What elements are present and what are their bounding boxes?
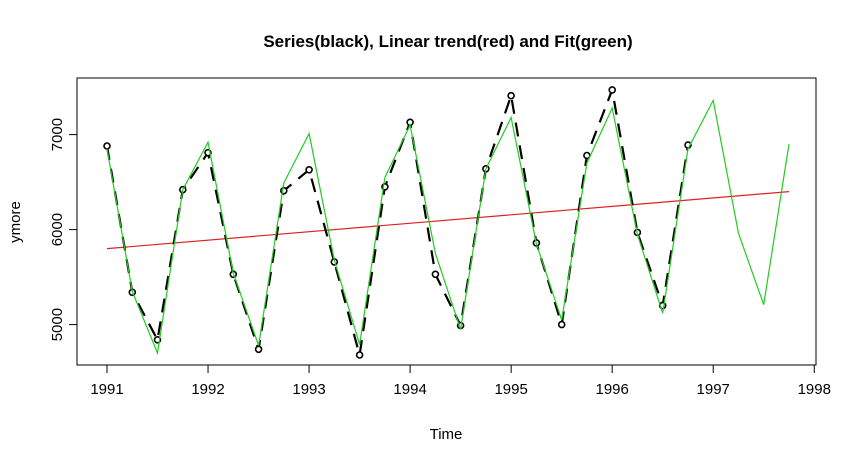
series-point xyxy=(254,345,263,354)
series-point xyxy=(305,166,313,174)
chart-title: Series(black), Linear trend(red) and Fit… xyxy=(263,32,632,51)
series-line-black xyxy=(105,85,690,356)
series-point xyxy=(608,86,617,94)
series-point xyxy=(431,270,440,279)
trend-line-red xyxy=(106,191,790,250)
series-point xyxy=(507,91,515,100)
y-tick-label: 7000 xyxy=(49,118,66,151)
x-axis-label: Time xyxy=(430,426,463,443)
y-tick-label: 6000 xyxy=(49,213,66,246)
axis-layer: 1991 1992 1993 1994 1995 1996 1997 1998 5000 6000… xyxy=(49,118,831,398)
x-tick-label: 1995 xyxy=(494,381,527,398)
x-tick-label: 1992 xyxy=(191,381,224,398)
series-point xyxy=(103,142,111,150)
fit-line-green xyxy=(106,98,790,356)
series-point xyxy=(355,351,364,359)
x-tick-label: 1996 xyxy=(595,381,628,398)
y-axis-label: ymore xyxy=(7,201,24,243)
plot-frame xyxy=(76,77,817,366)
x-tick-label: 1993 xyxy=(292,381,325,398)
x-tick-label: 1997 xyxy=(697,381,730,398)
x-tick-label: 1998 xyxy=(798,381,831,398)
series-layer xyxy=(103,85,790,359)
y-tick-label: 5000 xyxy=(49,308,66,341)
series-point xyxy=(557,320,566,329)
x-tick-label: 1994 xyxy=(393,381,426,398)
x-tick-label: 1991 xyxy=(90,381,123,398)
